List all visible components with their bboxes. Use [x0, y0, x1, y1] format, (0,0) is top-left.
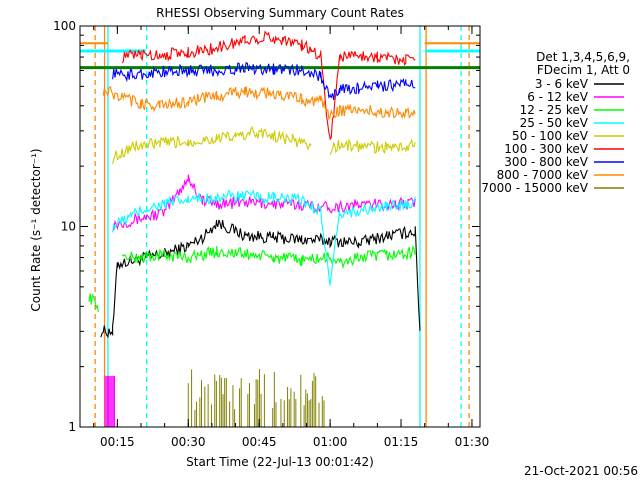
legend-header-line: Det 1,3,4,5,6,9, — [536, 50, 630, 64]
legend-entry-label: 50 - 100 keV — [512, 129, 589, 143]
series-line — [121, 30, 416, 140]
x-tick-label: 01:30 — [455, 435, 490, 449]
legend-entry-label: 6 - 12 keV — [527, 90, 589, 104]
x-axis: 00:15 00:30 00:45 01:00 01:15 01:30 — [93, 26, 490, 449]
series-line — [100, 219, 421, 339]
series-12-25kev — [88, 245, 416, 313]
x-tick-label: 00:45 — [242, 435, 277, 449]
x-tick-label: 01:00 — [313, 435, 348, 449]
series-50-100kev — [112, 125, 416, 164]
footer-timestamp: 21-Oct-2021 00:56 — [524, 464, 638, 478]
series-line — [112, 189, 416, 286]
series-3-6kev — [100, 219, 421, 339]
legend-entry-label: 25 - 50 keV — [520, 116, 589, 130]
series-100-300kev — [121, 30, 416, 140]
y-tick-label: 1 — [68, 420, 76, 434]
y-axis-label: Count Rate (s⁻¹ detector⁻¹) — [29, 148, 43, 311]
legend-entry-label: 12 - 25 keV — [520, 103, 589, 117]
series-line — [102, 85, 416, 121]
series-line — [112, 125, 416, 164]
y-tick-label: 100 — [53, 19, 76, 33]
x-tick-label: 01:15 — [384, 435, 419, 449]
series-7000-15000kev — [187, 369, 325, 427]
chart-title: RHESSI Observing Summary Count Rates — [156, 6, 404, 20]
legend-entry-label: 800 - 7000 keV — [497, 168, 589, 182]
series-25-50kev — [112, 189, 416, 286]
legend-header-line: FDecim 1, Att 0 — [537, 63, 630, 77]
x-tick-label: 00:15 — [100, 435, 135, 449]
x-tick-label: 00:30 — [171, 435, 206, 449]
legend: Det 1,3,4,5,6,9,FDecim 1, Att 03 - 6 keV… — [481, 50, 630, 195]
y-tick-label: 10 — [61, 220, 76, 234]
legend-entry-label: 300 - 800 keV — [504, 155, 588, 169]
legend-entry-label: 7000 - 15000 keV — [481, 181, 588, 195]
series-line — [112, 61, 416, 101]
plot-area — [80, 26, 480, 427]
y-axis: 1 10 100 — [53, 19, 480, 434]
legend-entry-label: 3 - 6 keV — [535, 77, 589, 91]
legend-entry-label: 100 - 300 keV — [504, 142, 588, 156]
x-axis-label: Start Time (22-Jul-13 00:01:42) — [186, 455, 374, 469]
series-800-7000kev — [102, 85, 416, 121]
series-300-800kev — [112, 61, 416, 101]
series-line — [88, 245, 416, 313]
